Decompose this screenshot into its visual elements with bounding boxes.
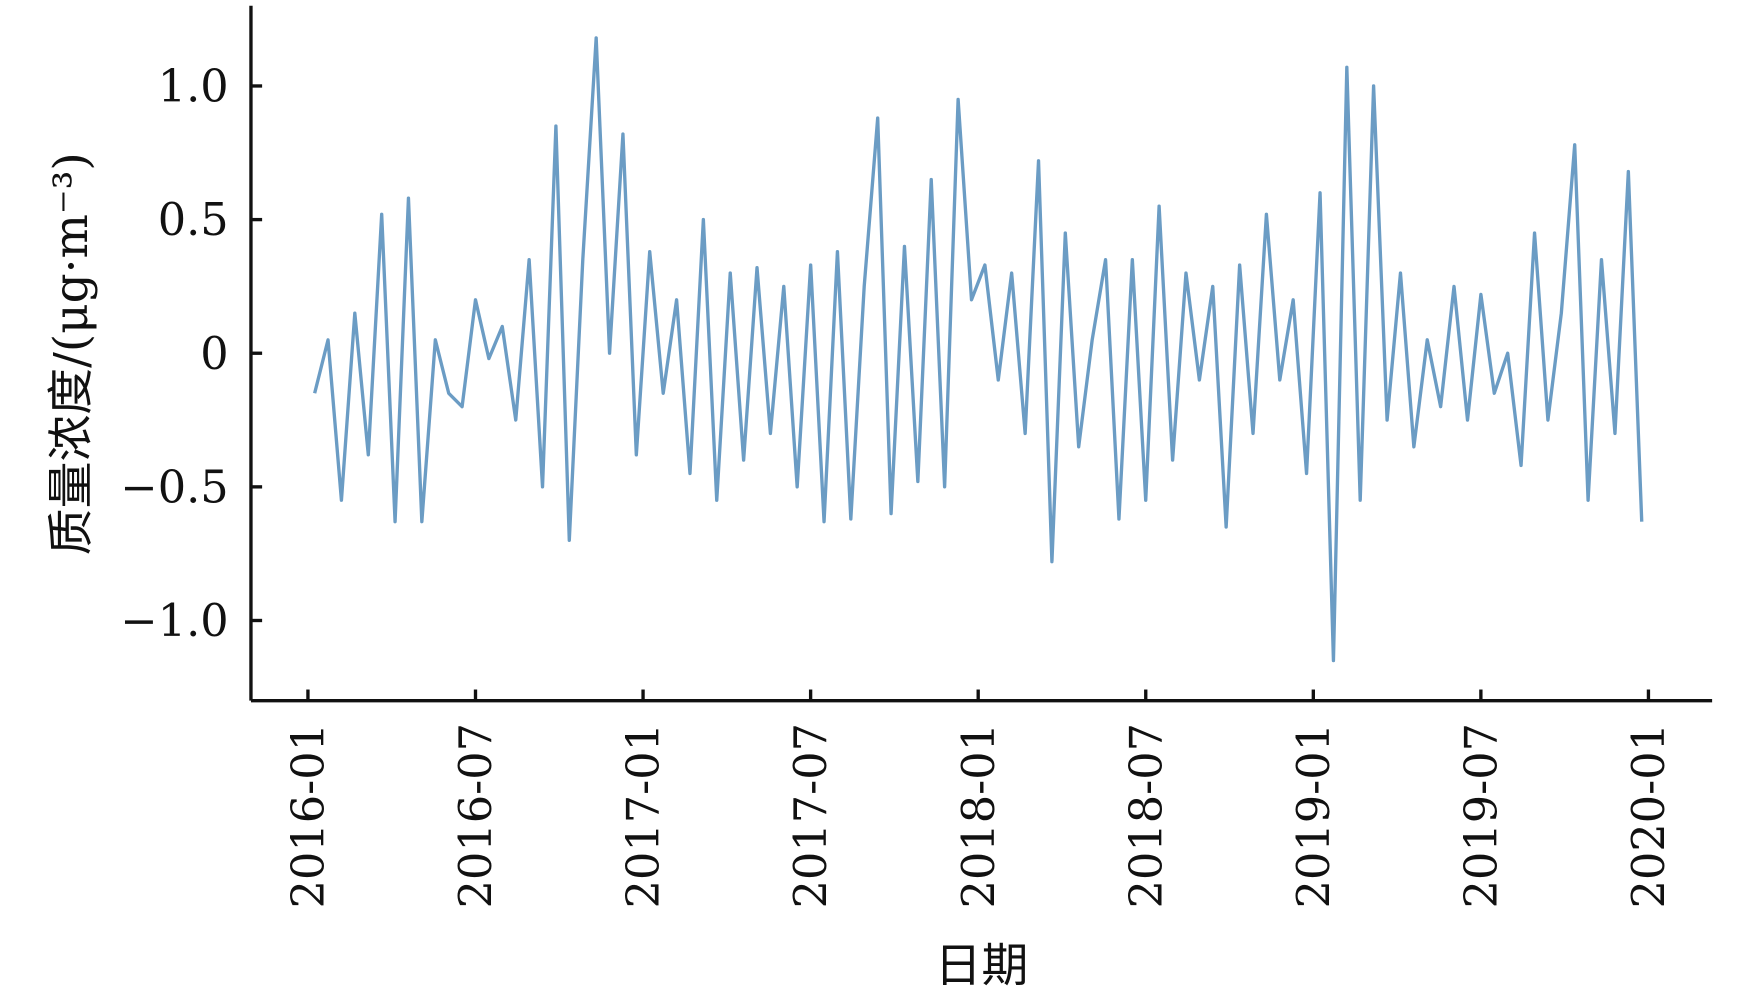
y-tick-label: −1.0 xyxy=(120,595,228,647)
x-tick-label: 2016-07 xyxy=(450,723,502,908)
y-tick-label: −0.5 xyxy=(120,461,228,513)
y-axis-label: 质量浓度/(μg·m⁻³) xyxy=(45,152,99,555)
x-tick-label: 2016-01 xyxy=(283,723,335,908)
x-tick-label: 2017-07 xyxy=(785,723,837,908)
data-line xyxy=(313,36,1644,663)
x-tick-label: 2017-01 xyxy=(618,723,670,908)
x-tick-label: 2018-07 xyxy=(1120,723,1172,908)
x-tick-label: 2019-07 xyxy=(1455,723,1507,908)
y-tick-label: 0 xyxy=(200,328,228,380)
x-tick-label: 2020-01 xyxy=(1623,723,1675,908)
x-axis-label: 日期 xyxy=(935,940,1029,992)
x-tick-label: 2019-01 xyxy=(1288,723,1340,908)
x-tick-label: 2018-01 xyxy=(953,723,1005,908)
y-tick-label: 0.5 xyxy=(158,194,229,246)
y-tick-label: 1.0 xyxy=(158,61,229,113)
